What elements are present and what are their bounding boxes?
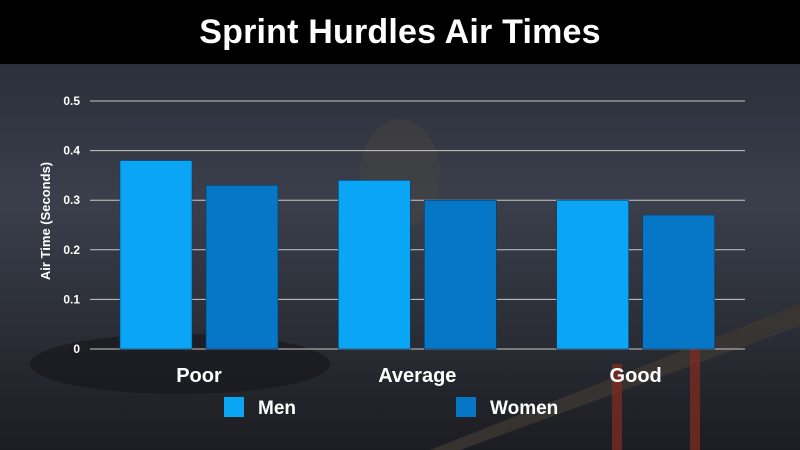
bar-women-poor [205,185,279,350]
bar-men-average [338,180,411,350]
bars [119,160,715,350]
y-tick-label: 0.5 [63,94,80,108]
category-label: Average [378,365,456,387]
bar-women-good [642,214,715,350]
category-label: Poor [176,365,222,387]
legend-swatch-men [224,397,244,417]
legend: Men Women [224,397,558,419]
y-axis-title: Air Time (Seconds) [38,162,53,280]
chart-title: Sprint Hurdles Air Times [199,12,601,51]
y-tick-label: 0.1 [63,292,80,306]
bar-men-good [556,199,629,350]
y-tick-label: 0.4 [63,144,80,158]
y-tick-labels: 0 0.1 0.2 0.3 0.4 0.5 [63,94,80,356]
legend-label-men: Men [258,398,296,419]
y-tick-label: 0.3 [63,193,80,207]
bar-women-average [424,199,497,350]
legend-swatch-women [456,397,476,417]
title-bar: Sprint Hurdles Air Times [0,0,800,64]
y-tick-label: 0 [73,342,80,356]
category-labels: Poor Average Good [176,365,662,387]
category-label: Good [610,365,662,387]
y-tick-label: 0.2 [63,243,80,257]
legend-label-women: Women [490,398,558,419]
gridlines [90,100,745,350]
bar-men-poor [119,160,193,350]
